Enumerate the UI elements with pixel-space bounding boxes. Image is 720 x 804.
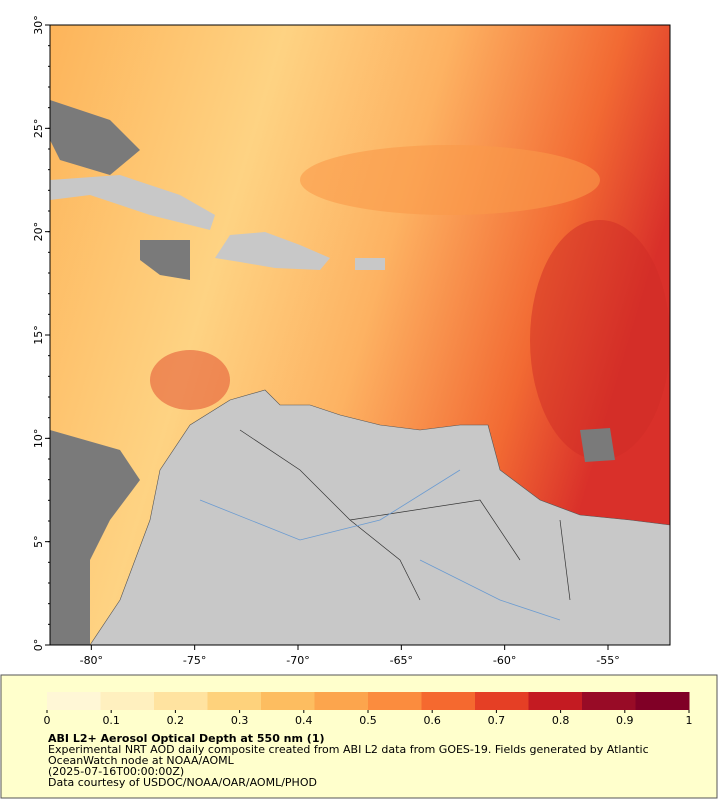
y-tick-label: 5° [32, 535, 45, 548]
aod-plume [150, 350, 230, 410]
x-tick-label: -70° [286, 654, 309, 667]
land-hispaniola [215, 232, 330, 270]
map-area [49, 24, 671, 646]
y-tick-label: 20° [32, 222, 45, 242]
colorbar-tick-label: 0.8 [552, 714, 570, 727]
y-tick-label: 0° [32, 639, 45, 652]
colorbar-tick-label: 0.1 [102, 714, 120, 727]
aod-plume [530, 220, 670, 460]
x-tick-label: -80° [80, 654, 103, 667]
y-tick-label: 25° [32, 119, 45, 139]
colorbar-cell [154, 692, 208, 710]
y-tick-label: 30° [32, 15, 45, 35]
colorbar-tick-label: 1 [686, 714, 693, 727]
colorbar-cell [368, 692, 422, 710]
colorbar-cell [528, 692, 583, 710]
x-tick-label: -75° [183, 654, 206, 667]
colorbar-tick-label: 0.7 [488, 714, 506, 727]
x-tick-label: -65° [390, 654, 413, 667]
y-tick-label: 10° [32, 429, 45, 449]
land-cuba [50, 175, 215, 230]
caption-line: (2025-07-16T00:00:00Z) [48, 765, 184, 778]
colorbar-cell [261, 692, 315, 710]
colorbar-tick-label: 0.5 [359, 714, 377, 727]
land-south-america [89, 389, 671, 646]
caption-line: Experimental NRT AOD daily composite cre… [48, 743, 649, 756]
colorbar-cell [314, 692, 369, 710]
land-puerto-rico [355, 258, 385, 270]
colorbar-tick-label: 0 [44, 714, 51, 727]
colorbar-cell [207, 692, 262, 710]
caption-line: OceanWatch node at NOAA/AOML [48, 754, 235, 767]
x-tick-label: -55° [596, 654, 619, 667]
colorbar-cell [100, 692, 155, 710]
colorbar-tick-label: 0.6 [423, 714, 441, 727]
colorbar-cell [635, 692, 690, 710]
x-tick-label: -60° [493, 654, 516, 667]
colorbar-tick-label: 0.2 [167, 714, 185, 727]
y-tick-label: 15° [32, 325, 45, 345]
colorbar-cell [582, 692, 636, 710]
no-data [50, 430, 140, 645]
no-data [140, 240, 190, 280]
colorbar-cell [47, 692, 101, 710]
rivers [199, 469, 561, 621]
no-data [50, 100, 140, 175]
colorbar-tick-label: 0.4 [295, 714, 313, 727]
caption-title: ABI L2+ Aerosol Optical Depth at 550 nm … [48, 732, 325, 745]
caption-line: Data courtesy of USDOC/NOAA/OAR/AOML/PHO… [48, 776, 317, 789]
colorbar-cell [475, 692, 529, 710]
borders [239, 429, 571, 601]
no-data [580, 428, 615, 462]
colorbar-tick-label: 0.9 [616, 714, 634, 727]
colorbar-cell [421, 692, 476, 710]
colorbar-tick-label: 0.3 [231, 714, 249, 727]
aod-plume [300, 145, 600, 215]
